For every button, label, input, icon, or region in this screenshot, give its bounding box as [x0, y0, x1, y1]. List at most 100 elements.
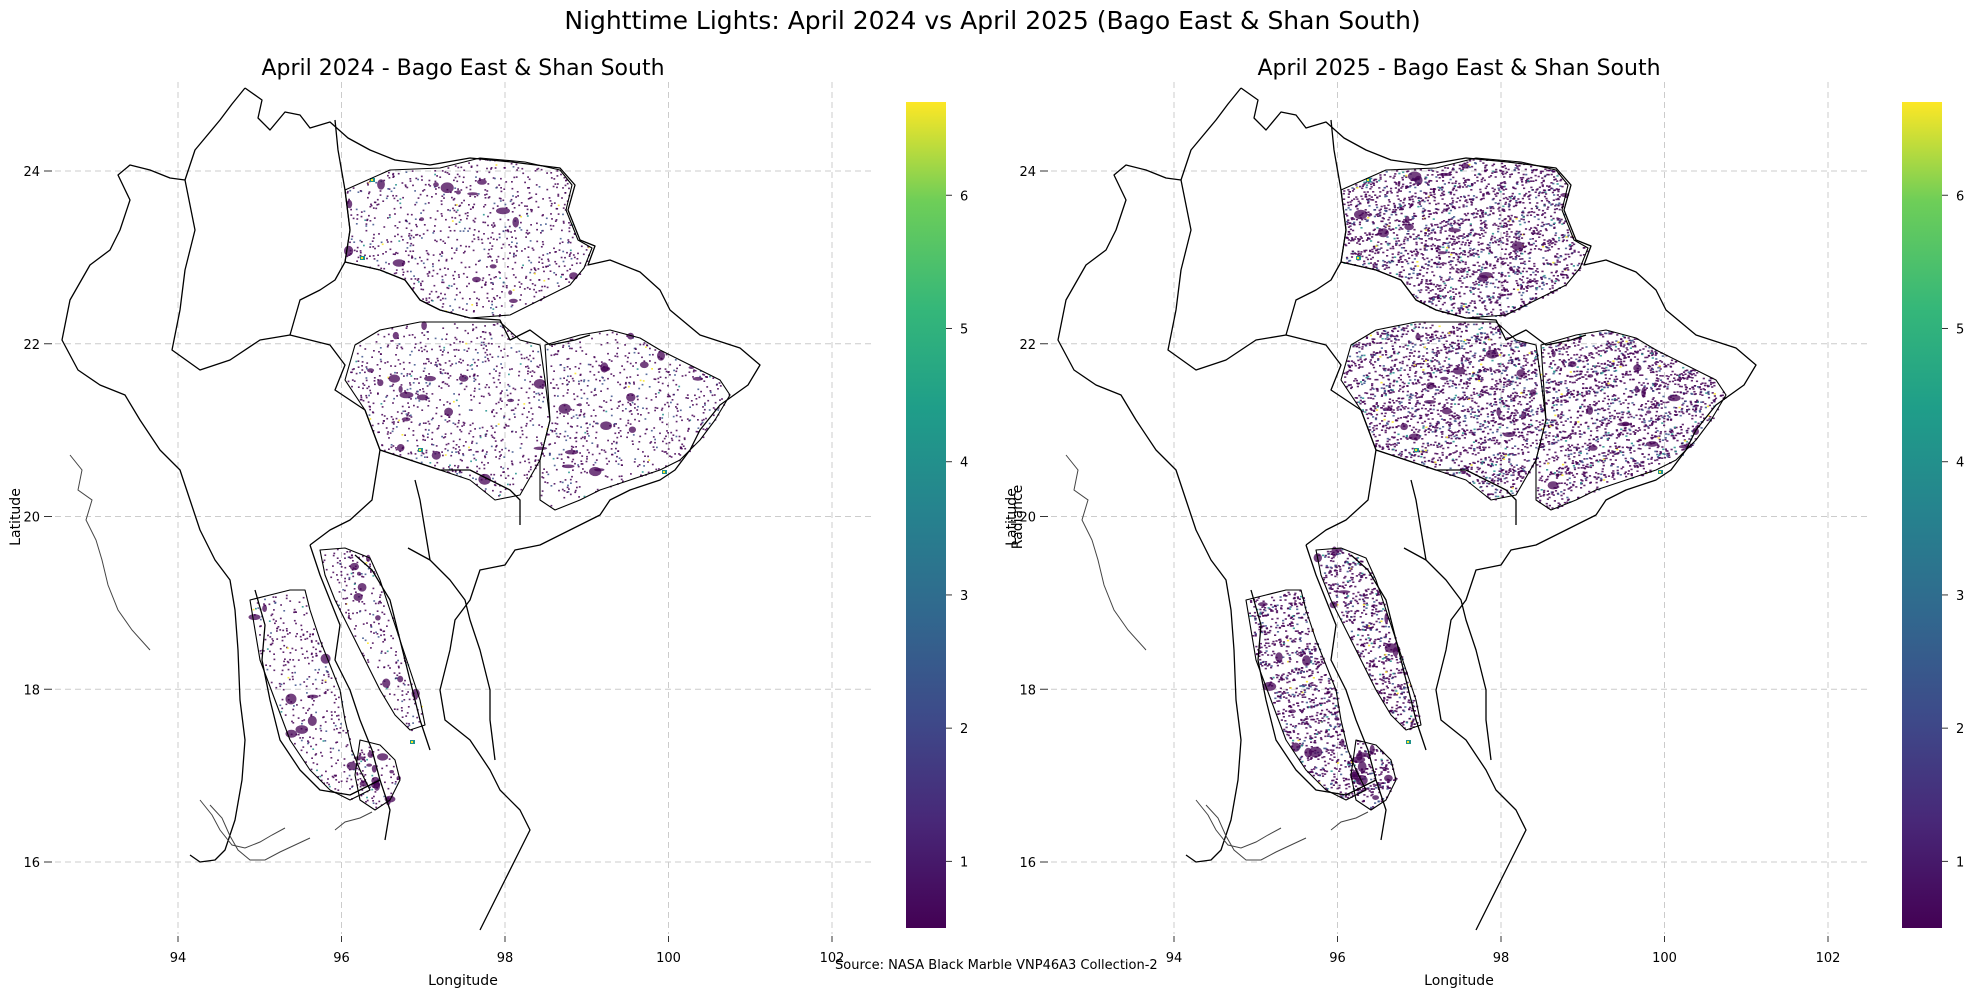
- light-pixel: [516, 242, 518, 245]
- light-pixel: [294, 611, 297, 613]
- light-pixel: [484, 490, 486, 492]
- light-pixel: [692, 376, 694, 378]
- light-pixel: [638, 387, 641, 390]
- light-pixel: [432, 232, 435, 234]
- light-pixel: [425, 451, 428, 454]
- light-pixel: [305, 761, 307, 763]
- light-pixel: [1553, 227, 1556, 229]
- light-pixel: [502, 471, 505, 473]
- light-pixel: [457, 422, 460, 424]
- light-pixel: [1437, 226, 1440, 228]
- light-pixel: [1544, 276, 1547, 279]
- light-pixel: [562, 213, 564, 216]
- light-pixel: [1407, 262, 1410, 265]
- light-pixel: [600, 449, 603, 451]
- light-pixel: [1462, 269, 1465, 271]
- light-pixel: [325, 670, 328, 672]
- panel-title-2025: April 2025 - Bago East & Shan South: [1257, 56, 1661, 81]
- light-pixel: [413, 282, 416, 285]
- light-pixel: [1508, 267, 1511, 270]
- light-pixel: [1462, 303, 1465, 305]
- light-pixel: [500, 454, 502, 456]
- light-pixel: [502, 281, 505, 284]
- light-pixel: [627, 401, 630, 404]
- light-pixel: [328, 785, 331, 788]
- light-pixel: [1520, 294, 1523, 297]
- light-pixel: [364, 774, 367, 776]
- light-pixel: [583, 437, 586, 440]
- light-pixel: [645, 397, 648, 400]
- light-pixel: [633, 381, 635, 384]
- light-pixel: [1418, 283, 1421, 286]
- light-pixel: [563, 377, 565, 379]
- light-pixel: [279, 704, 282, 707]
- light-pixel: [548, 197, 551, 199]
- light-pixel: [405, 250, 407, 252]
- light-pixel: [330, 677, 333, 679]
- light-pixel: [1542, 179, 1545, 182]
- light-pixel: [372, 430, 375, 432]
- light-pixel: [1495, 300, 1498, 303]
- light-pixel: [1536, 202, 1539, 204]
- light-pixel: [490, 307, 492, 309]
- light-pixel: [1437, 186, 1440, 189]
- light-pixel: [1349, 225, 1352, 227]
- light-pixel: [1404, 223, 1407, 226]
- light-pixel: [1492, 207, 1495, 210]
- light-pixel: [1486, 295, 1489, 297]
- light-pixel: [473, 203, 476, 206]
- light-pixel: [676, 407, 678, 410]
- light-pixel: [303, 681, 306, 683]
- light-pixel: [586, 430, 589, 432]
- light-pixel: [1369, 214, 1373, 216]
- light-pixel: [1411, 198, 1414, 201]
- light-pixel: [1484, 220, 1487, 222]
- light-pixel: [1472, 282, 1475, 284]
- light-pixel: [1544, 191, 1547, 194]
- light-pixel: [458, 471, 461, 474]
- light-pixel: [1482, 162, 1485, 164]
- light-pixel: [506, 237, 508, 240]
- light-pixel: [568, 381, 570, 383]
- light-pixel: [528, 387, 531, 390]
- light-pixel: [1345, 244, 1348, 247]
- light-pixel: [561, 241, 564, 243]
- light-pixel: [491, 343, 493, 345]
- light-pixel: [378, 659, 381, 662]
- light-pixel: [497, 401, 500, 404]
- light-pixel: [1463, 184, 1467, 186]
- light-pixel: [562, 448, 565, 451]
- light-pixel: [371, 592, 373, 595]
- light-pixel: [1457, 237, 1460, 240]
- light-pixel: [330, 765, 333, 768]
- light-pixel: [394, 781, 397, 783]
- light-pixel: [665, 442, 668, 445]
- light-pixel: [411, 255, 413, 257]
- light-pixel: [571, 377, 574, 380]
- light-pixel: [476, 375, 479, 377]
- light-pixel: [1517, 266, 1520, 268]
- light-pixel: [407, 260, 410, 263]
- light-pixel: [495, 402, 498, 405]
- light-pixel: [1464, 244, 1467, 246]
- light-pixel: [574, 489, 577, 492]
- light-pixel: [306, 692, 308, 694]
- light-pixel: [450, 311, 453, 313]
- light-pixel: [401, 434, 404, 436]
- light-pixel: [563, 367, 566, 369]
- light-pixel: [412, 184, 414, 187]
- light-pixel: [305, 685, 308, 688]
- light-pixel: [416, 445, 419, 447]
- light-pixel: [405, 722, 408, 725]
- light-pixel: [1477, 173, 1480, 176]
- light-pixel: [512, 274, 515, 276]
- light-pixel: [420, 284, 422, 287]
- light-pixel: [1454, 182, 1457, 184]
- light-pixel: [406, 440, 409, 442]
- light-pixel: [1428, 237, 1431, 240]
- light-pixel: [364, 371, 366, 374]
- light-pixel: [712, 414, 715, 417]
- light-pixel: [509, 252, 511, 254]
- light-pixel: [1551, 284, 1554, 287]
- light-pixel: [537, 206, 540, 208]
